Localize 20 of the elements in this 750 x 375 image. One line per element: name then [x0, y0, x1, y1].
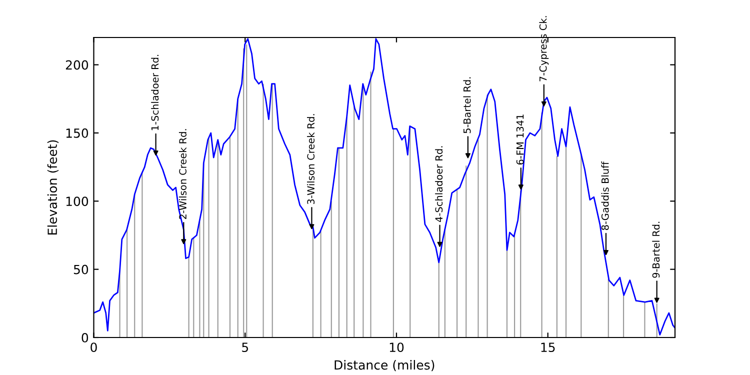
- x-tick-label: 10: [390, 342, 404, 352]
- annotation: 2-Wilson Creek Rd.: [178, 129, 186, 220]
- annotation: 5-Bartel Rd.: [463, 77, 471, 134]
- annotation: 9-Bartel Rd.: [652, 222, 660, 278]
- annotation: 3-Wilson Creek Rd.: [307, 114, 315, 204]
- y-tick-label: 200: [66, 60, 88, 70]
- annotation: 4-Schladoer Rd.: [435, 146, 443, 222]
- y-tick-label: 100: [66, 196, 88, 206]
- y-axis-title: Elevation (feet): [47, 140, 59, 235]
- y-tick-label: 0: [82, 332, 88, 342]
- y-tick-label: 150: [66, 128, 88, 138]
- x-tick-label: 15: [541, 342, 555, 352]
- annotation: 7-Cypress Ck.: [539, 16, 549, 82]
- x-tick-label: 5: [242, 342, 248, 352]
- y-tick-label: 50: [74, 264, 88, 274]
- annotation: 8-Gaddis Bluff: [601, 161, 609, 230]
- annotation: 6-FM 1341: [516, 114, 524, 165]
- x-tick-label: 0: [90, 342, 97, 352]
- x-axis-title: Distance (miles): [334, 360, 434, 372]
- annotation: 1-Schladoer Rd.: [151, 54, 159, 130]
